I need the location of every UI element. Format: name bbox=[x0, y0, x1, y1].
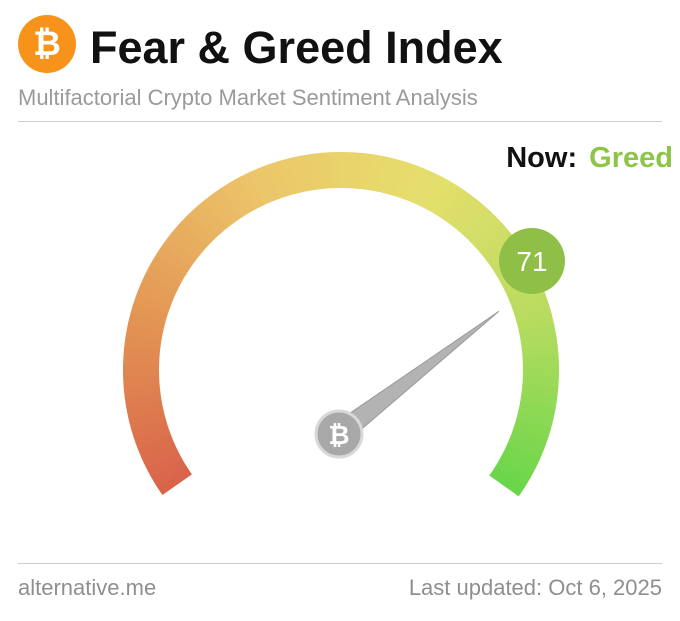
current-status: Now: Greed bbox=[506, 140, 673, 176]
gauge-arc-segment bbox=[510, 427, 548, 450]
gauge-arc-segment bbox=[319, 152, 334, 189]
gauge-arc-segment bbox=[417, 172, 444, 210]
gauge-arc-segment bbox=[461, 207, 495, 241]
top-divider bbox=[18, 121, 662, 122]
gauge-hub bbox=[314, 409, 364, 459]
gauge-arc-segment bbox=[133, 425, 172, 449]
gauge-arc-segment bbox=[145, 263, 183, 290]
gauge-arc-segment bbox=[133, 291, 172, 315]
gauge-arc-segment bbox=[188, 206, 221, 241]
gauge-arc-segment bbox=[167, 228, 203, 260]
gauge-arc-segment bbox=[520, 392, 558, 410]
gauge-arc-segment bbox=[425, 177, 454, 214]
bitcoin-logo-icon: ₿ bbox=[18, 15, 76, 73]
value-badge bbox=[499, 228, 565, 294]
gauge-arc-segment bbox=[150, 458, 188, 487]
gauge-arc-segment bbox=[155, 465, 192, 496]
gauge-arc-segment bbox=[122, 364, 160, 377]
gauge-arc-segment bbox=[130, 417, 169, 439]
page-subtitle: Multifactorial Crypto Market Sentiment A… bbox=[18, 85, 478, 110]
gauge-arc-segment bbox=[515, 410, 554, 430]
gauge-arc-segment bbox=[511, 293, 550, 316]
gauge-arc-segment bbox=[278, 157, 299, 196]
source-link[interactable]: alternative.me bbox=[18, 575, 157, 600]
gauge-arc-segment bbox=[376, 156, 395, 194]
gauge-arc-segment bbox=[161, 236, 197, 268]
hub-bitcoin-icon: ₿ bbox=[328, 421, 349, 451]
gauge-arc-segment bbox=[141, 442, 179, 468]
gauge-arc-segment bbox=[448, 193, 480, 230]
gauge-arc-segment bbox=[174, 220, 209, 254]
gauge-arc-segment bbox=[128, 408, 166, 429]
gauge-arc-segment bbox=[127, 312, 166, 332]
gauge-arc-segment bbox=[503, 443, 541, 470]
bitcoin-logo-glyph: ₿ bbox=[33, 24, 61, 64]
gauge-arc-segment bbox=[341, 152, 354, 189]
gauge-arc-segment bbox=[358, 153, 375, 191]
gauge-arc-segment bbox=[330, 152, 343, 189]
gauge-arc-segment bbox=[384, 158, 406, 197]
gauge-arc-segment bbox=[498, 451, 536, 479]
page-title: Fear & Greed Index bbox=[90, 22, 503, 73]
gauge-arc-segment bbox=[480, 229, 516, 261]
gauge-arc-segment bbox=[288, 155, 308, 194]
gauge-arc-segment bbox=[468, 214, 503, 248]
gauge-arc-segment bbox=[433, 182, 463, 219]
gauge-arc-segment bbox=[248, 167, 274, 206]
gauge-arc-segment bbox=[455, 200, 488, 235]
gauge-arc-segment bbox=[212, 186, 243, 223]
gauge-arc-segment bbox=[123, 382, 161, 398]
gauge-arc-segment bbox=[239, 171, 266, 209]
gauge-arc-segment bbox=[489, 467, 526, 497]
gauge-arc-segment bbox=[258, 163, 282, 202]
gauge-arc-segment bbox=[221, 181, 250, 218]
gauge-arc-segment bbox=[494, 459, 531, 488]
now-classification: Greed bbox=[589, 142, 673, 174]
gauge-arc-segment bbox=[196, 199, 228, 235]
gauge-arc-segment bbox=[123, 373, 160, 387]
gauge-arc-segment bbox=[506, 435, 545, 460]
value-label: 71 bbox=[516, 246, 547, 277]
gauge-arc-segment bbox=[150, 254, 187, 283]
gauge-arc-segment bbox=[125, 322, 164, 341]
gauge-arc-segment bbox=[367, 154, 385, 192]
gauge-arc-segment bbox=[474, 221, 510, 255]
gauge-arc bbox=[122, 152, 559, 497]
last-updated: Last updated: Oct 6, 2025 bbox=[408, 575, 662, 600]
gauge-arc-segment bbox=[409, 168, 435, 206]
gauge-arc-segment bbox=[136, 282, 175, 307]
gauge-arc-segment bbox=[130, 301, 169, 323]
gauge-arc-segment bbox=[521, 344, 559, 359]
gauge-arc-segment bbox=[204, 192, 235, 229]
gauge-arc-segment bbox=[516, 313, 555, 333]
gauge-arc-segment bbox=[401, 164, 425, 203]
gauge-arc-segment bbox=[180, 213, 215, 247]
gauge-arc-segment bbox=[522, 355, 559, 368]
now-label: Now: bbox=[506, 142, 578, 174]
gauge-arc-segment bbox=[145, 450, 183, 478]
gauge-arc-segment bbox=[124, 332, 162, 349]
gauge-arc-segment bbox=[518, 401, 556, 420]
gauge-arc-segment bbox=[137, 434, 175, 459]
gauge-arc-segment bbox=[155, 245, 192, 275]
gauge-arc-segment bbox=[140, 272, 179, 298]
gauge-arc-segment bbox=[522, 365, 559, 378]
gauge-arc-segment bbox=[393, 161, 416, 199]
gauge-arc-segment bbox=[513, 418, 552, 441]
bottom-divider bbox=[18, 563, 662, 564]
gauge-arc-segment bbox=[514, 303, 552, 325]
gauge-arc-segment bbox=[230, 176, 258, 214]
gauge-arc-segment bbox=[441, 187, 471, 224]
gauge-arc-segment bbox=[268, 160, 291, 199]
